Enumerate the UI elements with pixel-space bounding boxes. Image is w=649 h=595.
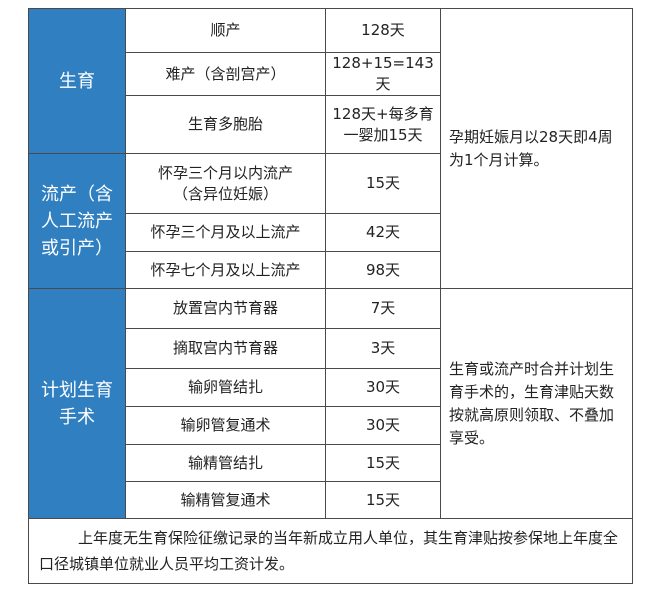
item-cell: 输卵管结扎 [125,368,326,407]
days-cell: 15天 [325,481,441,519]
days-cell: 128天 [325,8,441,53]
days-cell: 42天 [325,213,441,252]
benefit-table: 生育 顺产 128天 孕期妊娠月以28天即4周为1个月计算。 难产（含剖宫产） 128+1… [28,8,633,584]
table-row: 难产（含剖宫产） 128+15=143天 [29,52,633,96]
item-cell: 难产（含剖宫产） [125,52,326,96]
cell-line: 一婴加15天 [343,125,423,144]
table-row: 计划生育手术 放置宫内节育器 7天 生育或流产时合并计划生育手术的，生育津贴天数按就高… [28,288,633,519]
item-cell: 怀孕七个月及以上流产 [125,251,326,289]
days-cell: 30天 [325,368,441,407]
item-cell: 放置宫内节育器 [125,288,326,329]
days-cell: 98天 [325,251,441,289]
days-cell: 128+15=143天 [325,52,441,96]
table-row: 输精管结扎 15天 [29,444,633,482]
cell-line: 30天 [365,416,401,434]
cell-line: 怀孕七个月及以上流产 [150,260,301,279]
item-cell: 输精管复通术 [125,481,326,519]
days-cell: 128天+每多育 一婴加15天 [325,95,441,154]
cell-line: 15天 [365,174,401,192]
cell-line: 3天 [370,339,396,357]
item-cell: 怀孕三个月以内流产 （含异位妊娠） [125,153,326,214]
cell-line: 输精管结扎 [187,453,263,472]
table-row: 生育 顺产 128天 孕期妊娠月以28天即4周为1个月计算。 [28,8,633,289]
item-cell: 摘取宫内节育器 [125,328,326,369]
group-label: 生育 [28,8,126,154]
table-row: 流产（含人工流产或引产） 怀孕三个月以内流产 （含异位妊娠） 15天 [28,153,633,289]
group-label: 流产（含人工流产或引产） [28,153,126,289]
cell-line: 42天 [365,223,401,241]
cell-line: 输卵管结扎 [187,378,263,396]
days-cell: 3天 [325,328,441,369]
days-cell: 30天 [325,406,441,445]
table-row: 怀孕七个月及以上流产 98天 [29,251,633,289]
cell-line: 128+15=143天 [332,54,434,93]
cell-line: 摘取宫内节育器 [172,339,278,357]
group-label: 计划生育手术 [28,288,126,519]
table-row: 输精管复通术 15天 [29,481,633,519]
cell-line: 7天 [370,299,396,317]
cell-line: 15天 [365,490,401,509]
cell-line: 128天+每多育 [332,104,434,123]
item-cell: 输精管结扎 [125,444,326,482]
cell-line: 30天 [365,378,401,396]
item-cell: 顺产 [125,8,326,53]
cell-line: 98天 [365,260,401,279]
table-row: 输卵管结扎 30天 [29,368,633,407]
table-row: 输卵管复通术 30天 [29,406,633,445]
benefit-table-container: 生育 顺产 128天 孕期妊娠月以28天即4周为1个月计算。 难产（含剖宫产） 128+1… [28,8,633,584]
cell-line: 15天 [365,453,401,472]
cell-line: 怀孕三个月及以上流产 [150,223,301,241]
days-cell: 15天 [325,444,441,482]
days-cell: 15天 [325,153,441,214]
cell-line: （含异位妊娠） [172,184,278,203]
days-cell: 7天 [325,288,441,329]
cell-line: 输卵管复通术 [180,416,271,434]
cell-line: 输精管复通术 [180,490,271,509]
item-cell: 怀孕三个月及以上流产 [125,213,326,252]
table-row: 生育多胞胎 128天+每多育 一婴加15天 [29,95,633,154]
cell-line: 怀孕三个月以内流产 [157,163,293,182]
cell-line: 生育多胞胎 [187,115,263,133]
note-cell: 孕期妊娠月以28天即4周为1个月计算。 [440,8,633,289]
note-cell: 生育或流产时合并计划生育手术的，生育津贴天数按就高原则领取、不叠加享受。 [440,288,633,519]
item-cell: 生育多胞胎 [125,95,326,154]
cell-line: 难产（含剖宫产） [165,64,286,83]
footer-row: 上年度无生育保险征缴记录的当年新成立用人单位，其生育津贴按参保地上年度全口径城镇… [28,518,633,584]
cell-line: 128天 [361,21,405,39]
footer-cell: 上年度无生育保险征缴记录的当年新成立用人单位，其生育津贴按参保地上年度全口径城镇… [28,518,633,584]
item-cell: 输卵管复通术 [125,406,326,445]
cell-line: 放置宫内节育器 [172,299,278,317]
cell-line: 顺产 [210,21,241,39]
